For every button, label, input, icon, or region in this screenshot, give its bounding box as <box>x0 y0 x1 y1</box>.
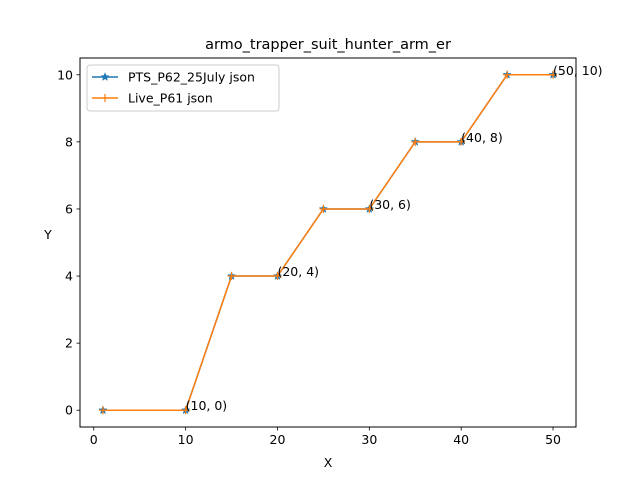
y-tick-label: 4 <box>65 269 73 284</box>
x-tick-label: 10 <box>178 432 194 447</box>
series-line <box>102 74 554 411</box>
series-1 <box>98 69 558 415</box>
legend-box <box>86 64 280 112</box>
series-2 <box>98 70 558 415</box>
series-point <box>319 204 328 213</box>
series-point <box>227 272 236 281</box>
legend-item: PTS_P62_25July json <box>92 70 255 85</box>
plot-area <box>79 57 577 428</box>
y-tick-label: 6 <box>65 201 73 216</box>
x-tick-label: 30 <box>361 432 377 447</box>
legend: PTS_P62_25July json Live_P61 json <box>86 64 280 112</box>
x-tick-label: 40 <box>453 432 469 447</box>
y-tick-label: 8 <box>65 134 73 149</box>
series-layer <box>98 69 558 415</box>
y-axis-label: Y <box>43 227 52 242</box>
series-point <box>365 204 374 213</box>
y-tick-label: 0 <box>65 403 73 418</box>
legend-label: PTS_P62_25July json <box>128 70 255 85</box>
point-annotation: (20, 4) <box>277 264 319 279</box>
annotation-layer: (10, 0) (20, 4) (30, 6) (40, 8) (50, 10) <box>186 63 603 413</box>
chart-title: armo_trapper_suit_hunter_arm_er <box>205 37 451 53</box>
y-axis-ticks: 0 2 4 6 8 10 <box>57 67 80 418</box>
series-line <box>102 74 554 411</box>
x-tick-label: 0 <box>90 432 98 447</box>
x-tick-label: 20 <box>270 432 286 447</box>
point-annotation: (10, 0) <box>186 398 228 413</box>
legend-item: Live_P61 json <box>92 91 213 106</box>
x-axis-label: X <box>324 455 333 470</box>
point-annotation: (50, 10) <box>553 63 603 78</box>
series-point <box>181 406 190 415</box>
series-point <box>100 72 110 81</box>
series-point <box>411 137 420 146</box>
series-point <box>98 406 107 415</box>
x-axis-ticks: 0 10 20 30 40 50 <box>90 427 561 447</box>
y-tick-label: 2 <box>65 336 73 351</box>
series-point <box>101 94 109 102</box>
x-tick-label: 50 <box>545 432 561 447</box>
series-point <box>457 137 466 146</box>
point-annotation: (30, 6) <box>369 197 411 212</box>
point-annotation: (40, 8) <box>461 130 503 145</box>
y-tick-label: 10 <box>57 67 73 82</box>
series-point <box>549 70 558 79</box>
legend-label: Live_P61 json <box>128 91 213 106</box>
series-point <box>503 70 512 79</box>
series-point <box>273 272 282 281</box>
